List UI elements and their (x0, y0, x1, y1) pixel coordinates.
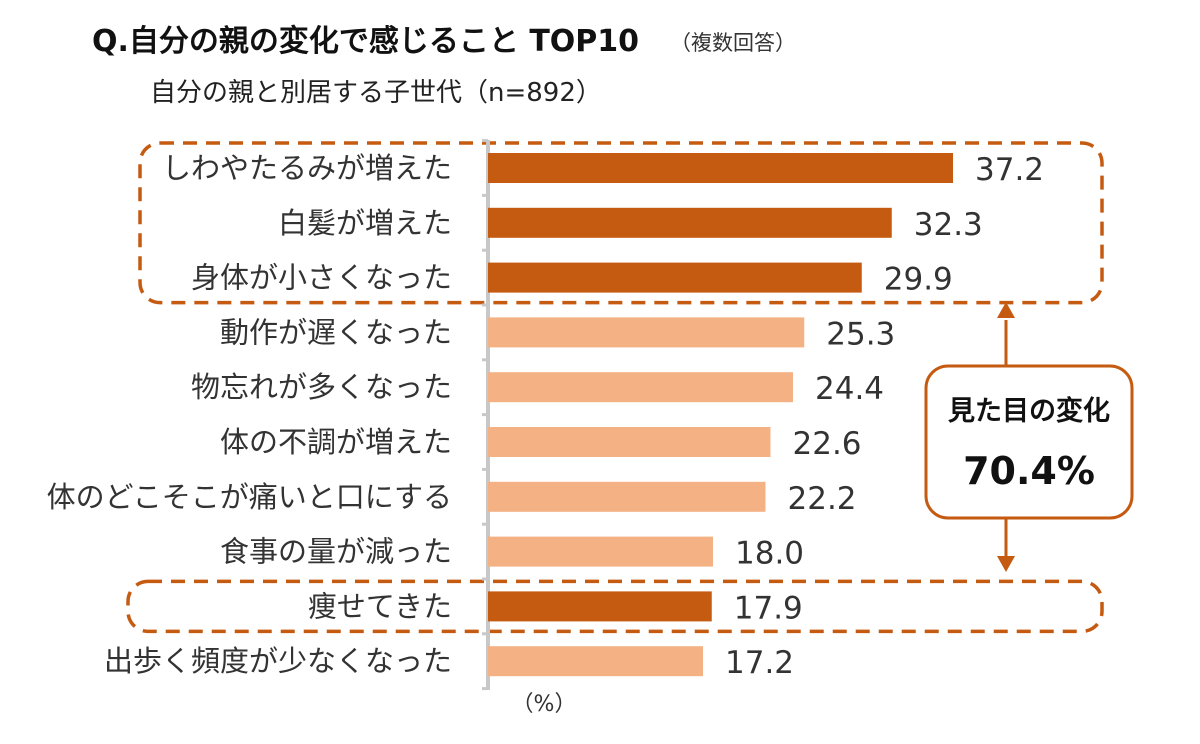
highlight-frame-2 (126, 579, 1104, 634)
data-label: 18.0 (735, 536, 804, 572)
callout-label: 見た目の変化 (948, 395, 1110, 427)
chart-subtitle: 自分の親と別居する子世代（n=892） (150, 78, 602, 108)
unit-label: （%） (512, 692, 577, 717)
value-labels: 37.2 32.3 29.9 25.3 24.4 22.6 22.2 18.0 17.9 17.2 (725, 152, 1044, 681)
category-label: 出歩く頻度が少なくなった (104, 644, 452, 678)
data-label: 17.9 (734, 590, 803, 626)
chart-title: Q.自分の親の変化で感じること TOP10 (92, 24, 639, 59)
category-label: 物忘れが多くなった (191, 370, 452, 404)
bar (488, 372, 793, 403)
category-label: 体のどこそこが痛いと口にする (47, 480, 452, 514)
highlight-frames (126, 141, 1104, 634)
bar-series (488, 153, 953, 677)
category-label: 食事の量が減った (220, 535, 452, 569)
y-axis-ticks (482, 139, 488, 691)
bar (488, 481, 766, 512)
data-label: 22.6 (793, 426, 862, 462)
bar (488, 646, 703, 677)
bar (488, 317, 805, 348)
bar (488, 262, 862, 293)
data-label: 22.2 (788, 481, 857, 517)
bar (488, 591, 712, 622)
data-label: 37.2 (975, 152, 1044, 188)
arrow-down-icon (997, 556, 1015, 572)
data-label: 17.2 (725, 645, 794, 681)
bar (488, 207, 892, 238)
callout-value: 70.4% (963, 449, 1095, 493)
category-label: 痩せてきた (308, 589, 452, 623)
callout-group: 見た目の変化 70.4% (924, 302, 1134, 572)
category-label: 白髪が増えた (278, 206, 452, 240)
data-label: 25.3 (826, 316, 895, 352)
category-label: 体の不調が増えた (220, 425, 452, 459)
category-label: 身体が小さくなった (191, 261, 452, 295)
bar (488, 427, 771, 457)
category-label: 動作が遅くなった (220, 315, 452, 349)
chart-title-note: （複数回答） (670, 31, 796, 55)
category-label: しわやたるみが増えた (162, 151, 452, 185)
bar (488, 153, 953, 183)
category-labels: しわやたるみが増えた白髪が増えた身体が小さくなった動作が遅くなった物忘れが多くな… (47, 151, 452, 678)
data-label: 32.3 (914, 207, 983, 243)
highlight-frame-1 (138, 141, 1104, 305)
bar (488, 536, 713, 567)
data-label: 29.9 (884, 262, 953, 298)
data-label: 24.4 (815, 371, 884, 407)
callout-box (924, 364, 1134, 520)
arrow-up-icon (997, 302, 1015, 318)
